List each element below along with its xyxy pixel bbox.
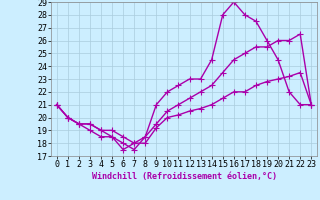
X-axis label: Windchill (Refroidissement éolien,°C): Windchill (Refroidissement éolien,°C) (92, 172, 276, 181)
